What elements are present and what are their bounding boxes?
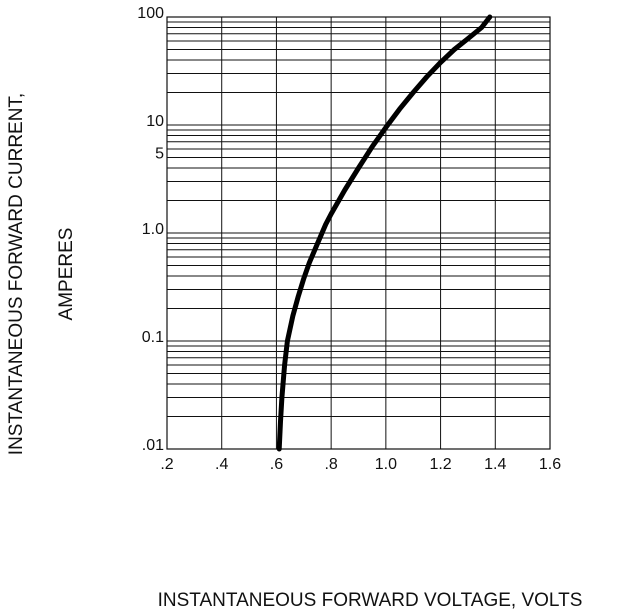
x-tick-label: 1.6 (539, 456, 561, 473)
y-tick-label: 0.1 (142, 329, 164, 346)
x-tick-label: 1.0 (375, 456, 397, 473)
forward-characteristic-curve (276, 14, 493, 452)
x-tick-label: .2 (160, 456, 173, 473)
grid (166, 16, 551, 450)
y-tick-label: 100 (137, 5, 164, 22)
plot-frame (166, 16, 551, 450)
y-tick-label: 1.0 (142, 221, 164, 238)
y-tick-label: .01 (142, 437, 164, 454)
x-tick-label: 1.4 (484, 456, 506, 473)
x-axis-label: INSTANTANEOUS FORWARD VOLTAGE, VOLTS (158, 590, 583, 611)
x-tick-label: .6 (270, 456, 283, 473)
tick-labels: .2 .4 .6 .8 1.0 1.2 1.4 1.6 .01 0.1 1.0 5 10 100 (137, 5, 561, 473)
y-axis-label-line2: AMPERES (56, 228, 77, 321)
y-axis-label-line1: INSTANTANEOUS FORWARD CURRENT, (6, 93, 27, 455)
y-tick-label: 10 (146, 113, 164, 130)
x-tick-label: .4 (215, 456, 228, 473)
x-tick-label: .8 (324, 456, 337, 473)
x-tick-label: 1.2 (429, 456, 451, 473)
y-tick-label: 5 (155, 146, 164, 163)
